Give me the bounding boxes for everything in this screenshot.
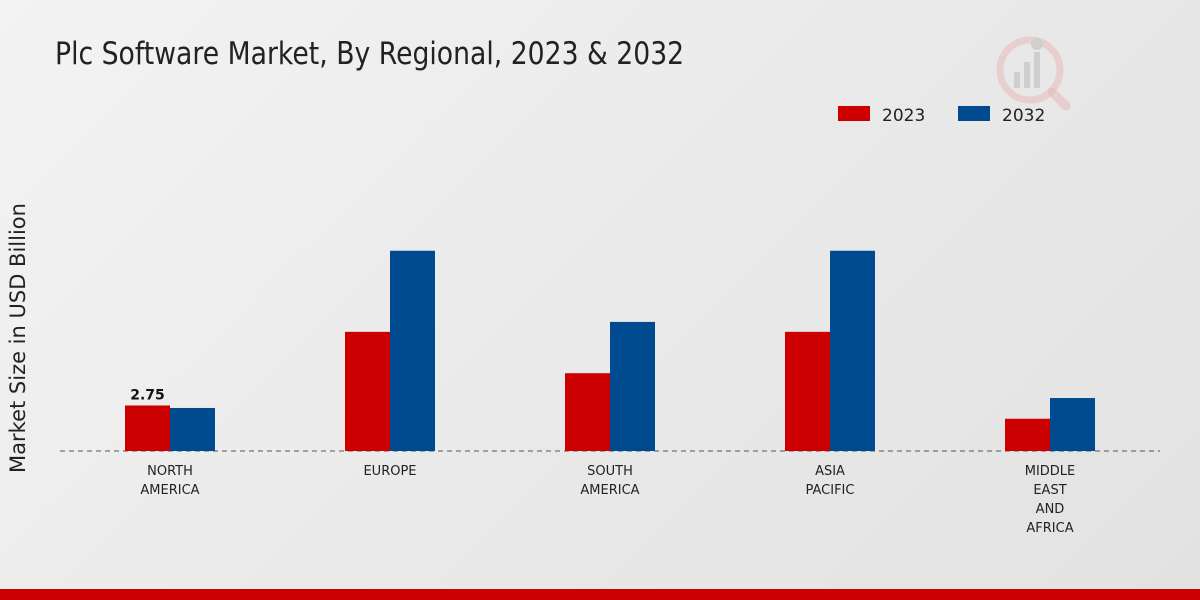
bar-2032-middle-east-and-africa bbox=[1050, 398, 1095, 451]
legend-label-2023: 2023 bbox=[882, 106, 925, 126]
bar-2032-europe bbox=[390, 250, 435, 451]
bar-2023-europe bbox=[345, 331, 390, 451]
bar-2032-north-america bbox=[170, 407, 215, 451]
chart-title: Plc Software Market, By Regional, 2023 &… bbox=[55, 36, 685, 72]
bar-2023-south-america bbox=[565, 373, 610, 451]
bar-2023-middle-east-and-africa bbox=[1005, 418, 1050, 451]
legend-label-2032: 2032 bbox=[1002, 106, 1045, 126]
x-tick-label: EAST bbox=[1033, 483, 1066, 498]
watermark-logo-icon bbox=[996, 36, 1071, 111]
x-tick-label: MIDDLE bbox=[1025, 464, 1076, 479]
x-tick-label: PACIFIC bbox=[806, 483, 855, 498]
x-tick-label: AMERICA bbox=[580, 483, 639, 498]
x-tick-label: AFRICA bbox=[1026, 521, 1073, 536]
bar-2023-asia-pacific bbox=[785, 331, 830, 451]
x-tick-label: EUROPE bbox=[363, 464, 416, 479]
bottom-accent-bar bbox=[0, 589, 1200, 600]
x-tick-label: ASIA bbox=[815, 464, 845, 479]
bar-2032-asia-pacific bbox=[830, 250, 875, 451]
bar-2032-south-america bbox=[610, 321, 655, 451]
x-tick-label: AND bbox=[1036, 502, 1065, 517]
x-tick-label: NORTH bbox=[147, 464, 193, 479]
x-tick-label: SOUTH bbox=[587, 464, 633, 479]
x-tick-label: AMERICA bbox=[140, 483, 199, 498]
legend-swatch-2032 bbox=[958, 106, 990, 121]
bar-2023-north-america bbox=[125, 405, 170, 451]
legend-swatch-2023 bbox=[838, 106, 870, 121]
data-label: 2.75 bbox=[130, 387, 165, 403]
